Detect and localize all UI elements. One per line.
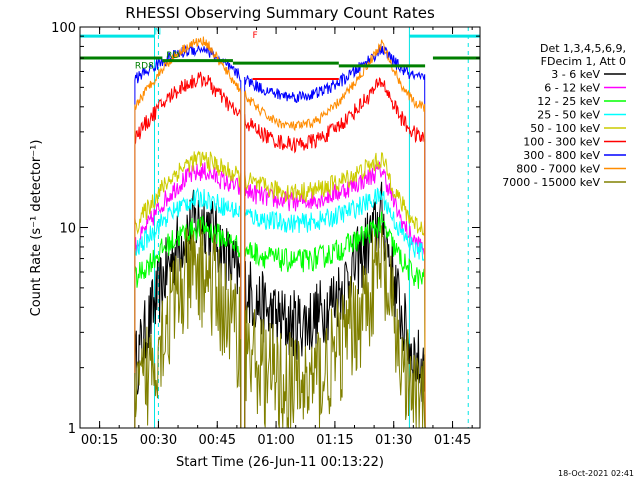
x-tick-label: 01:30: [375, 433, 412, 448]
flag-annotation: N: [155, 27, 162, 37]
series-line-6: [244, 76, 426, 429]
axes: 00:15 00:30 00:45 01:00 01:15 01:30 01:45 1 10 10…: [51, 21, 481, 448]
legend-label: 6 - 12 keV: [544, 82, 600, 95]
series-line-6: [134, 71, 242, 428]
flag-annotation: RD: [166, 51, 179, 61]
x-tick-label: 00:30: [140, 433, 177, 448]
legend: Det 1,3,4,5,6,9,FDecim 1, Att 03 - 6 keV…: [502, 42, 626, 189]
series-line-1: [244, 181, 426, 429]
legend-label: 7000 - 15000 keV: [502, 176, 600, 189]
timestamp: 18-Oct-2021 02:41: [558, 469, 634, 478]
y-axis-label: Count Rate (s⁻¹ detector⁻¹): [29, 140, 44, 317]
x-tick-label: 01:45: [434, 433, 471, 448]
y-tick-label: 100: [51, 21, 76, 36]
legend-label: 300 - 800 keV: [523, 149, 600, 162]
series-line-8: [134, 36, 242, 428]
series-line-3: [244, 211, 426, 429]
series-line-8: [244, 39, 426, 429]
legend-label: 25 - 50 keV: [537, 109, 600, 122]
plot-area: N RD RD8 F: [79, 27, 481, 429]
series-line-1: [134, 189, 242, 428]
series-line-4: [134, 187, 242, 428]
x-tick-label: 01:15: [316, 433, 353, 448]
legend-label: 50 - 100 keV: [530, 122, 600, 135]
x-tick-label: 01:00: [257, 433, 294, 448]
flag-annotation: RD8: [135, 62, 154, 72]
flag-annotation: F: [253, 31, 258, 41]
y-tick-label: 10: [59, 222, 76, 237]
series-line-9: [244, 225, 426, 429]
legend-label: 12 - 25 keV: [537, 95, 600, 108]
series-line-9: [134, 219, 242, 428]
chart-title: RHESSI Observing Summary Count Rates: [125, 4, 435, 22]
series-line-4: [244, 187, 426, 429]
legend-label: 100 - 300 keV: [523, 136, 600, 149]
legend-label: 3 - 6 keV: [551, 68, 600, 81]
legend-header: FDecim 1, Att 0: [541, 55, 626, 68]
legend-header: Det 1,3,4,5,6,9,: [540, 42, 626, 55]
x-axis-label: Start Time (26-Jun-11 00:13:22): [176, 455, 384, 470]
series-line-5: [134, 150, 242, 428]
series-line-7: [244, 43, 426, 429]
x-tick-label: 00:15: [81, 433, 118, 448]
legend-label: 800 - 7000 keV: [516, 163, 600, 176]
x-tick-label: 00:45: [199, 433, 236, 448]
y-tick-label: 1: [68, 422, 76, 437]
series-line-5: [244, 152, 426, 429]
series-line-3: [134, 215, 242, 428]
